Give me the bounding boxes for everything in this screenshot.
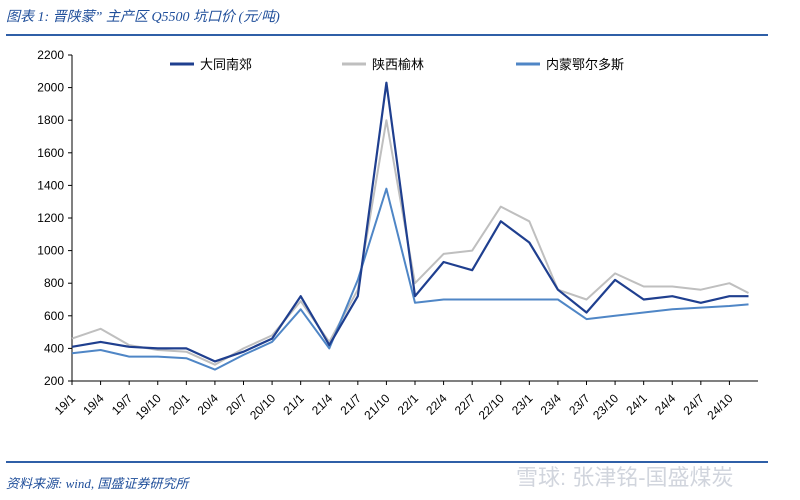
legend-label: 大同南郊 — [200, 57, 252, 73]
y-tick-label: 1000 — [37, 244, 64, 258]
x-tick-label: 19/4 — [80, 391, 107, 418]
y-tick-label: 2200 — [37, 48, 64, 62]
legend-label: 内蒙鄂尔多斯 — [546, 57, 624, 73]
x-tick-label: 21/4 — [309, 391, 336, 418]
chart-legend: 大同南郊 陕西榆林 内蒙鄂尔多斯 — [170, 57, 624, 73]
x-tick-label: 23/7 — [566, 391, 593, 418]
y-tick-label: 1600 — [37, 146, 64, 160]
x-tick-label: 23/1 — [509, 391, 536, 418]
y-tick-label: 1400 — [37, 178, 64, 192]
x-tick-label: 23/4 — [538, 391, 565, 418]
x-tick-label: 21/7 — [338, 391, 365, 418]
series-line-3 — [71, 187, 749, 371]
watermark: 雪球: 张津铭-国盛煤炭 — [516, 465, 734, 490]
x-tick-label: 19/1 — [52, 391, 79, 418]
x-tick-label: 20/10 — [247, 391, 278, 422]
series-line-1 — [71, 81, 749, 363]
x-tick-label: 22/7 — [452, 391, 479, 418]
y-tick-label: 400 — [44, 341, 64, 355]
y-tick-label: 200 — [44, 374, 64, 388]
y-tick-label: 1800 — [37, 113, 64, 127]
x-tick-label: 22/1 — [395, 391, 422, 418]
x-tick-label: 21/10 — [361, 391, 392, 422]
x-tick-label: 22/4 — [423, 391, 450, 418]
x-tick-label: 19/7 — [109, 391, 136, 418]
legend-label: 陕西榆林 — [372, 58, 424, 73]
y-tick-label: 600 — [44, 309, 64, 323]
x-tick-label: 24/1 — [623, 391, 650, 418]
x-tick-label: 19/10 — [133, 391, 164, 422]
x-tick-label: 20/1 — [166, 391, 193, 418]
x-tick-label: 24/4 — [652, 391, 679, 418]
y-tick-label: 1200 — [37, 211, 64, 225]
x-tick-label: 23/10 — [590, 391, 621, 422]
source-note: 资料来源: wind, 国盛证券研究所 — [6, 476, 189, 491]
x-tick-label: 24/10 — [704, 391, 735, 422]
y-tick-label: 2000 — [37, 81, 64, 95]
x-tick-label: 24/7 — [681, 391, 708, 418]
chart-series — [71, 81, 749, 371]
footer-divider — [6, 461, 768, 463]
figure-title: 图表 1: 晋陕蒙” 主产区 Q5500 坑口价 (元/吨) — [6, 10, 280, 25]
title-divider — [6, 34, 768, 36]
series-line-2 — [71, 119, 749, 366]
y-tick-label: 800 — [44, 276, 64, 290]
x-tick-label: 20/4 — [195, 391, 222, 418]
x-tick-label: 22/10 — [476, 391, 507, 422]
x-tick-label: 20/7 — [223, 391, 250, 418]
x-tick-label: 21/1 — [280, 391, 307, 418]
